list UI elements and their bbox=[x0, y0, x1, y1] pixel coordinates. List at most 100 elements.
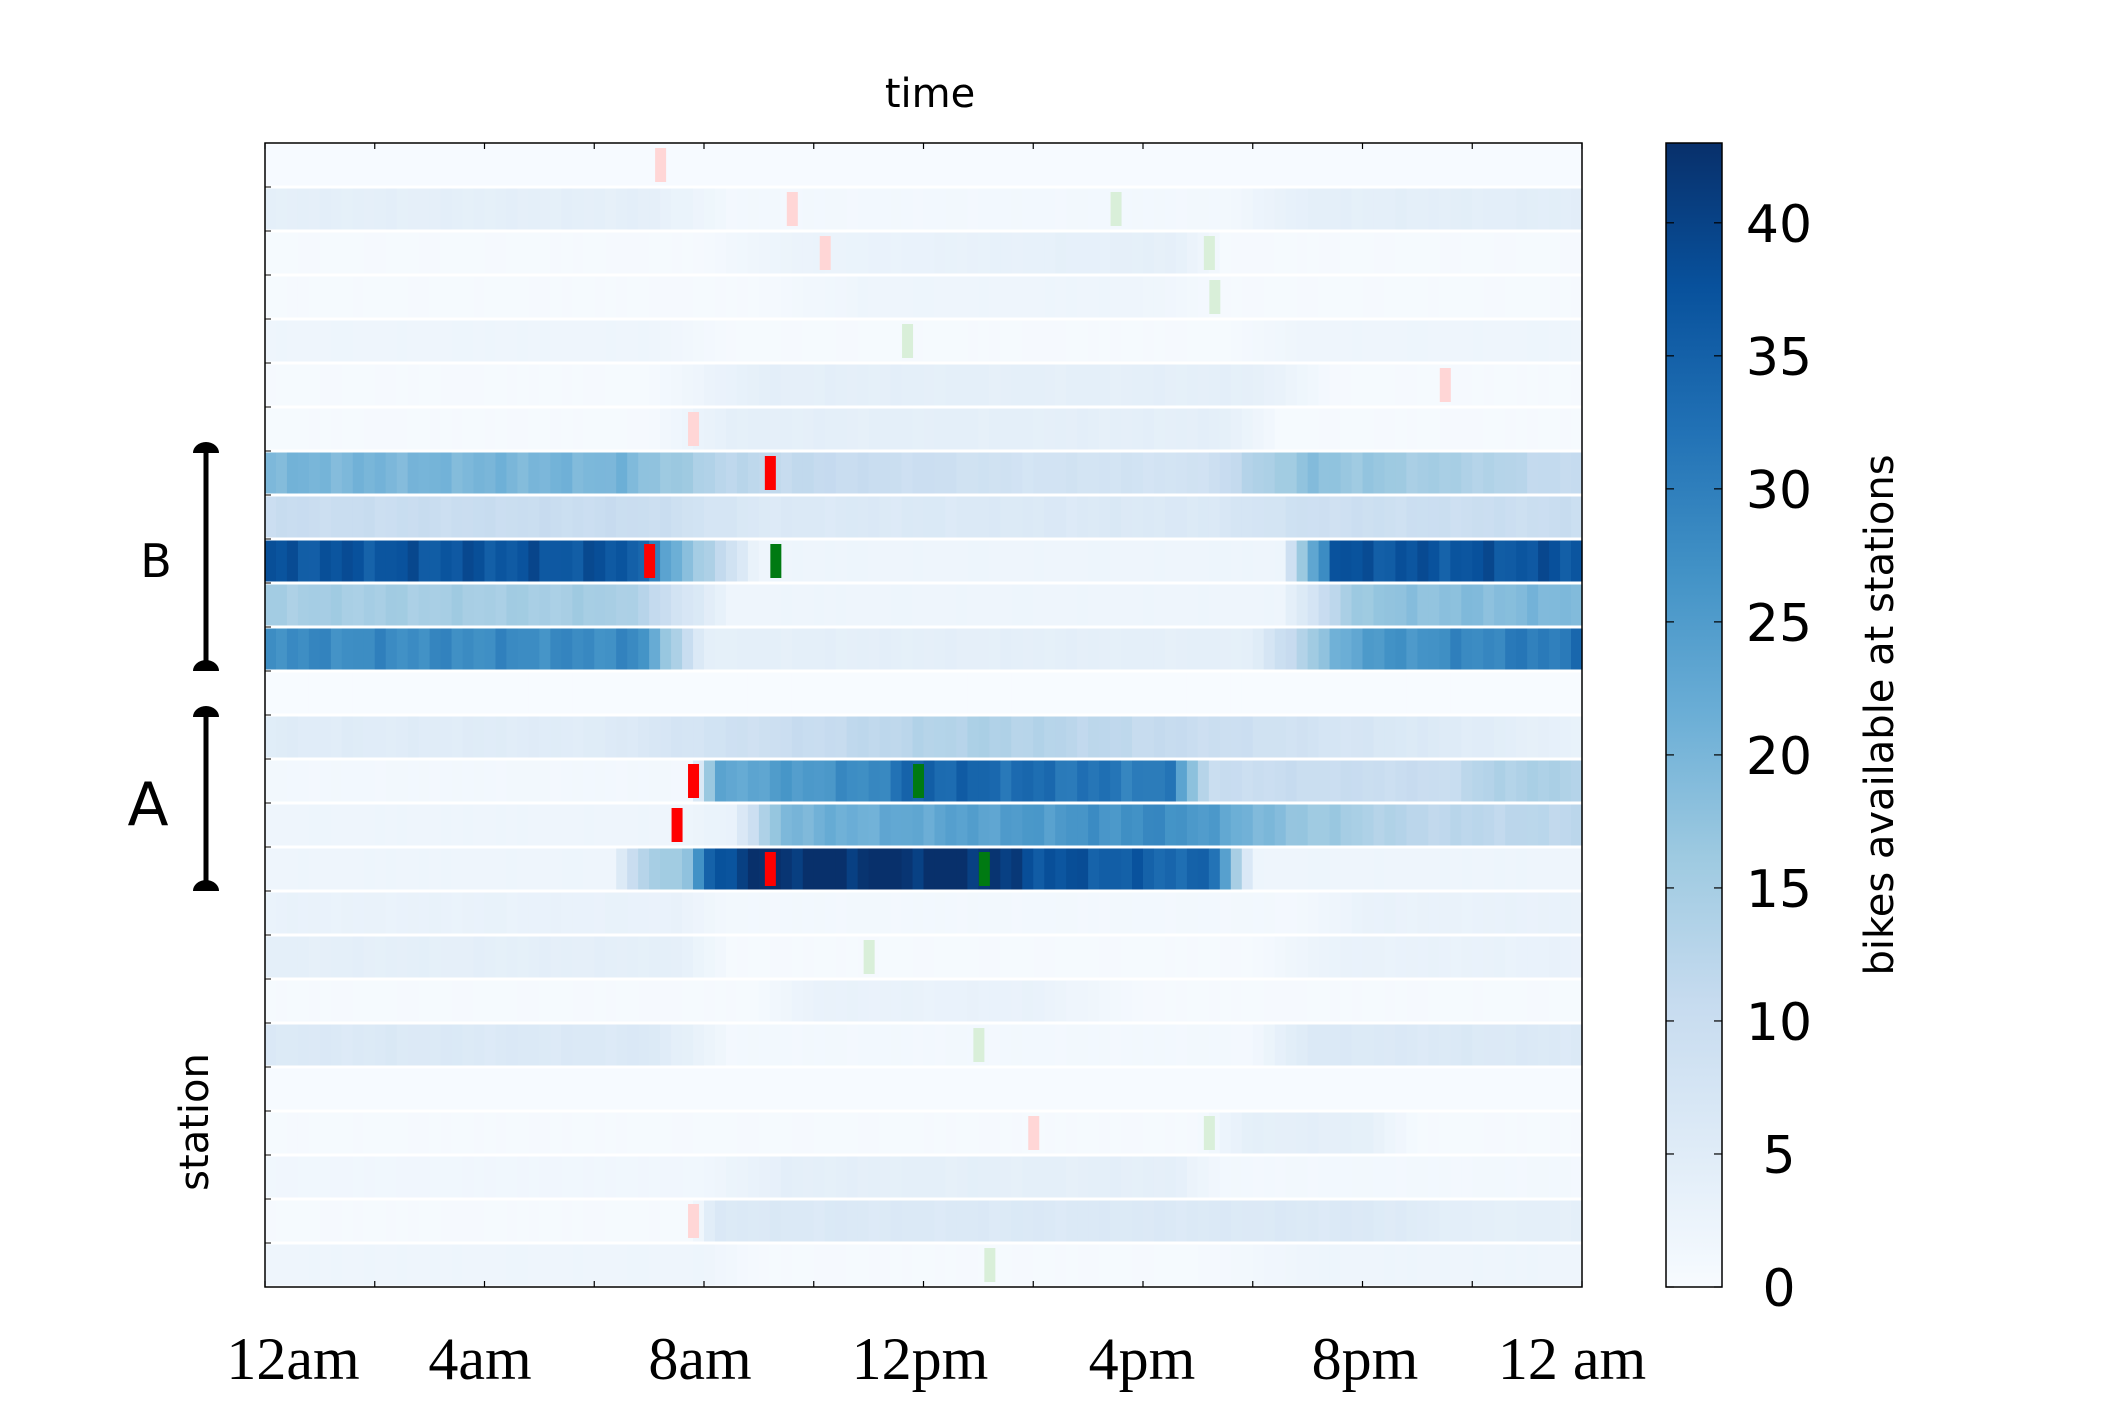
heatmap-cell bbox=[1000, 584, 1012, 626]
heatmap-cell bbox=[1296, 1024, 1309, 1066]
heatmap-cell bbox=[769, 628, 782, 670]
heatmap-cell bbox=[1099, 1200, 1111, 1242]
heatmap-cell bbox=[539, 188, 551, 230]
heatmap-cell bbox=[868, 804, 881, 846]
heatmap-cell bbox=[319, 1244, 332, 1286]
heatmap-cell bbox=[868, 628, 881, 670]
heatmap-cell bbox=[671, 672, 683, 714]
heatmap-cell bbox=[506, 1156, 519, 1198]
heatmap-cell bbox=[550, 496, 562, 538]
heatmap-cell bbox=[1307, 716, 1320, 758]
y-axis-label: station bbox=[172, 1053, 218, 1191]
heatmap-cell bbox=[330, 232, 343, 274]
heatmap-cell bbox=[956, 144, 968, 186]
heatmap-cell bbox=[462, 804, 475, 846]
heatmap-cell bbox=[1406, 628, 1418, 670]
heatmap-cell bbox=[923, 540, 936, 582]
heatmap-cell bbox=[1483, 804, 1495, 846]
event-marker-red bbox=[764, 456, 776, 490]
heatmap-cell bbox=[330, 496, 343, 538]
heatmap-cell bbox=[1505, 364, 1517, 406]
heatmap-cell bbox=[1099, 584, 1111, 626]
heatmap-cell bbox=[725, 452, 738, 494]
heatmap-cell bbox=[945, 364, 958, 406]
heatmap-cell bbox=[682, 364, 694, 406]
heatmap-cell bbox=[1472, 540, 1484, 582]
heatmap-cell bbox=[758, 672, 771, 714]
heatmap-cell bbox=[967, 1024, 979, 1066]
heatmap-cell bbox=[835, 364, 848, 406]
heatmap-cell bbox=[594, 188, 606, 230]
heatmap-cell bbox=[1197, 1068, 1210, 1110]
heatmap-cell bbox=[704, 452, 716, 494]
heatmap-cell bbox=[1439, 980, 1451, 1022]
heatmap-cell bbox=[561, 364, 573, 406]
heatmap-cell bbox=[682, 232, 694, 274]
heatmap-cell bbox=[758, 540, 771, 582]
heatmap-cell bbox=[671, 188, 683, 230]
heatmap-cell bbox=[484, 760, 497, 802]
heatmap-cell bbox=[1494, 1024, 1506, 1066]
heatmap-cell bbox=[671, 452, 683, 494]
heatmap-cell bbox=[1296, 452, 1309, 494]
heatmap-cell bbox=[1252, 496, 1265, 538]
heatmap-cell bbox=[758, 804, 771, 846]
heatmap-cell bbox=[956, 1156, 968, 1198]
heatmap-cell bbox=[1011, 760, 1023, 802]
heatmap-cell bbox=[1307, 188, 1320, 230]
heatmap-cell bbox=[418, 1112, 431, 1154]
heatmap-cell bbox=[286, 1068, 299, 1110]
heatmap-cell bbox=[780, 980, 793, 1022]
heatmap-cell bbox=[802, 364, 815, 406]
heatmap-cell bbox=[769, 892, 782, 934]
heatmap-cell bbox=[1044, 1024, 1056, 1066]
heatmap-cell bbox=[561, 848, 573, 890]
heatmap-cell bbox=[473, 1024, 486, 1066]
heatmap-cell bbox=[912, 276, 925, 318]
heatmap-cell bbox=[1417, 452, 1429, 494]
heatmap-cell bbox=[912, 1068, 925, 1110]
heatmap-cell bbox=[1296, 144, 1309, 186]
heatmap-cell bbox=[1428, 848, 1440, 890]
heatmap-cell bbox=[352, 584, 365, 626]
heatmap-cell bbox=[451, 320, 464, 362]
heatmap-cell bbox=[901, 848, 914, 890]
heatmap-cell bbox=[714, 452, 727, 494]
heatmap-cell bbox=[1132, 408, 1144, 450]
heatmap-cell bbox=[1450, 276, 1462, 318]
heatmap-cell bbox=[1088, 1244, 1100, 1286]
heatmap-cell bbox=[1055, 408, 1067, 450]
heatmap-cell bbox=[594, 1156, 606, 1198]
heatmap-cell bbox=[1461, 540, 1473, 582]
heatmap-cell bbox=[1516, 144, 1528, 186]
heatmap-cell bbox=[440, 1156, 453, 1198]
heatmap-cell bbox=[561, 584, 573, 626]
heatmap-cell bbox=[1033, 540, 1045, 582]
heatmap-cell bbox=[956, 980, 968, 1022]
heatmap-cell bbox=[1077, 452, 1089, 494]
heatmap-cell bbox=[1099, 1112, 1111, 1154]
heatmap-cell bbox=[451, 628, 464, 670]
heatmap-cell bbox=[275, 452, 288, 494]
heatmap-cell bbox=[1110, 760, 1122, 802]
heatmap-cell bbox=[989, 1156, 1001, 1198]
heatmap-cell bbox=[1406, 1200, 1418, 1242]
heatmap-cell bbox=[1362, 584, 1375, 626]
heatmap-cell bbox=[736, 276, 749, 318]
heatmap-cell bbox=[1329, 320, 1342, 362]
heatmap-cell bbox=[802, 188, 815, 230]
heatmap-cell bbox=[1066, 1200, 1078, 1242]
heatmap-cell bbox=[429, 936, 442, 978]
heatmap-cell bbox=[802, 716, 815, 758]
heatmap-cell bbox=[396, 1244, 409, 1286]
heatmap-cell bbox=[725, 628, 738, 670]
heatmap-cell bbox=[1088, 1156, 1100, 1198]
heatmap-cell bbox=[923, 1068, 936, 1110]
heatmap-cell bbox=[1274, 276, 1287, 318]
heatmap-cell bbox=[791, 144, 804, 186]
heatmap-cell bbox=[1329, 980, 1342, 1022]
heatmap-cell bbox=[265, 320, 277, 362]
heatmap-cell bbox=[1373, 540, 1386, 582]
heatmap-cell bbox=[550, 892, 562, 934]
heatmap-cell bbox=[1472, 496, 1484, 538]
